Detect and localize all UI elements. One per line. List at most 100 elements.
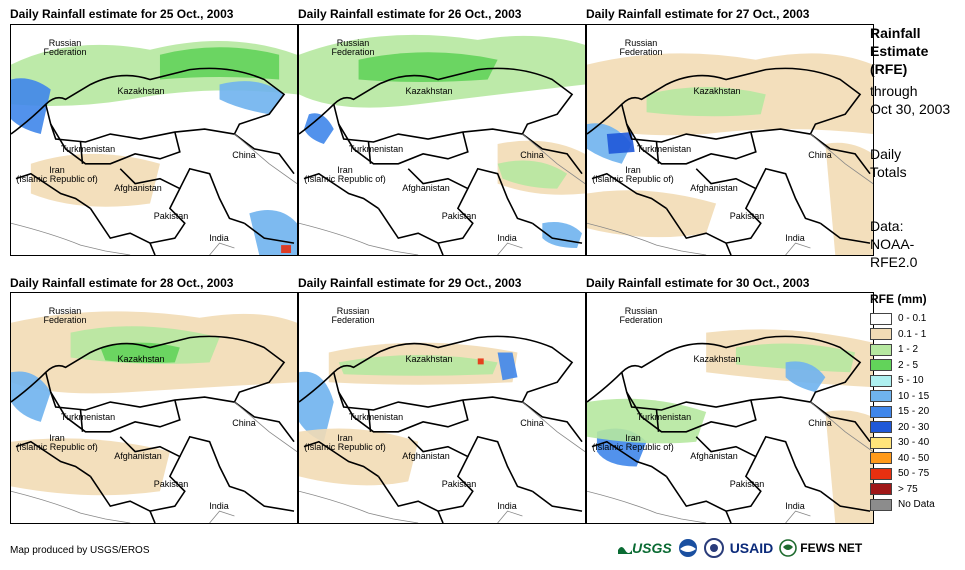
legend-item: 0 - 0.1	[870, 311, 935, 327]
legend-label: 30 - 40	[898, 437, 930, 449]
iran-label: Iran	[625, 433, 641, 443]
country-border	[338, 391, 469, 433]
country-border	[437, 510, 444, 523]
usgs-logo-text: USGS	[632, 540, 672, 556]
secondary-border	[11, 401, 297, 523]
russia-label: Federation	[43, 315, 87, 325]
afghanistan-label: Afghanistan	[690, 451, 738, 461]
rainfall-map-28-oct: Russian Federation Kazakhstan Turkmenistan C…	[10, 292, 298, 524]
russia-label: Federation	[331, 315, 375, 325]
legend-label: 20 - 30	[898, 421, 930, 433]
legend-swatch	[870, 312, 892, 325]
rainfall-map-27-oct: Russian Federation Kazakhstan Turkmenistan C…	[586, 24, 874, 256]
legend-swatch	[870, 328, 892, 341]
agency-logos: USGS USAID FEWS NET	[618, 538, 862, 558]
country-border	[755, 167, 821, 225]
sidebar-title-line-2: Estimate	[870, 43, 929, 59]
map-canvas	[11, 311, 297, 523]
legend-swatch	[870, 467, 892, 480]
country-border	[338, 123, 469, 165]
country-border	[819, 490, 871, 512]
country-border	[149, 242, 156, 255]
afghanistan-label: Afghanistan	[114, 183, 162, 193]
country-border	[591, 440, 667, 478]
legend-item: 15 - 20	[870, 404, 935, 420]
iran-label: (Islamic Republic of)	[16, 442, 98, 452]
rainfall-map-29-oct: Russian Federation Kazakhstan Turkmenistan C…	[298, 292, 586, 524]
rainfall-area	[358, 52, 498, 83]
country-border	[467, 167, 533, 225]
country-border	[233, 133, 295, 175]
rainfall-area	[825, 410, 873, 523]
usgs-logo: USGS	[618, 540, 672, 556]
legend-swatch	[870, 359, 892, 372]
country-border	[809, 133, 871, 175]
legend: 0 - 0.1 0.1 - 1 1 - 2 2 - 5 5 - 10 10 - 15 15 …	[870, 311, 935, 513]
iran-label: (Islamic Republic of)	[16, 174, 98, 184]
panel-title-1: Daily Rainfall estimate for 25 Oct., 200…	[10, 7, 234, 21]
country-border	[179, 435, 245, 493]
country-border	[89, 168, 186, 244]
country-border	[79, 141, 84, 164]
country-border	[620, 104, 811, 143]
pakistan-label: Pakistan	[729, 479, 765, 489]
legend-item: 5 - 10	[870, 373, 935, 389]
india-label: India	[497, 501, 517, 511]
country-border	[15, 172, 91, 210]
country-border	[755, 435, 821, 493]
rainfall-area	[785, 361, 826, 393]
legend-swatch	[870, 421, 892, 434]
map-canvas	[299, 335, 585, 523]
iran-label: (Islamic Republic of)	[304, 174, 386, 184]
rainfall-area	[825, 142, 873, 255]
russia-label: Russian	[48, 38, 82, 48]
russia-label: Federation	[331, 47, 375, 57]
legend-label: 15 - 20	[898, 406, 930, 418]
pakistan-label: Pakistan	[153, 479, 189, 489]
india-label: India	[785, 501, 805, 511]
pakistan-label: Pakistan	[441, 211, 477, 221]
kazakhstan-label: Kazakhstan	[117, 354, 165, 364]
rainfall-area	[303, 113, 334, 144]
country-border	[15, 440, 91, 478]
rainfall-area	[477, 358, 484, 365]
sidebar-title: Rainfall Estimate (RFE)	[870, 24, 928, 78]
country-border	[50, 123, 181, 165]
secondary-border	[299, 401, 585, 523]
legend-swatch	[870, 390, 892, 403]
legend-item: 1 - 2	[870, 342, 935, 358]
sidebar-data-label: Data:	[870, 218, 904, 234]
iran-label: Iran	[337, 433, 353, 443]
russia-label: Federation	[43, 47, 87, 57]
russia-label: Russian	[624, 38, 658, 48]
rainfall-map-30-oct: Russian Federation Kazakhstan Turkmenistan C…	[586, 292, 874, 524]
country-border	[819, 222, 871, 244]
pakistan-label: Pakistan	[441, 479, 477, 489]
rainfall-area	[497, 352, 518, 381]
legend-item: 0.1 - 1	[870, 327, 935, 343]
rainfall-area	[100, 342, 180, 364]
country-border	[587, 67, 862, 135]
country-border	[50, 391, 181, 433]
russia-label: Federation	[619, 47, 663, 57]
country-border	[367, 141, 372, 164]
legend-label: 0.1 - 1	[898, 328, 927, 340]
country-border	[367, 409, 372, 432]
legend-swatch	[870, 405, 892, 418]
rainfall-area	[338, 354, 498, 376]
india-label: India	[497, 233, 517, 243]
country-border	[11, 335, 286, 403]
country-border	[332, 372, 523, 411]
turkmenistan-label: Turkmenistan	[60, 412, 116, 422]
legend-swatch	[870, 374, 892, 387]
country-border	[79, 409, 84, 432]
afghanistan-label: Afghanistan	[402, 451, 450, 461]
kazakhstan-label: Kazakhstan	[693, 354, 741, 364]
iran-label: (Islamic Republic of)	[592, 442, 674, 452]
legend-swatch	[870, 483, 892, 496]
legend-label: 5 - 10	[898, 375, 924, 387]
fews-net-logo: FEWS NET	[779, 539, 862, 557]
legend-label: 10 - 15	[898, 390, 930, 402]
rainfall-area	[11, 78, 51, 135]
country-border	[655, 141, 660, 164]
